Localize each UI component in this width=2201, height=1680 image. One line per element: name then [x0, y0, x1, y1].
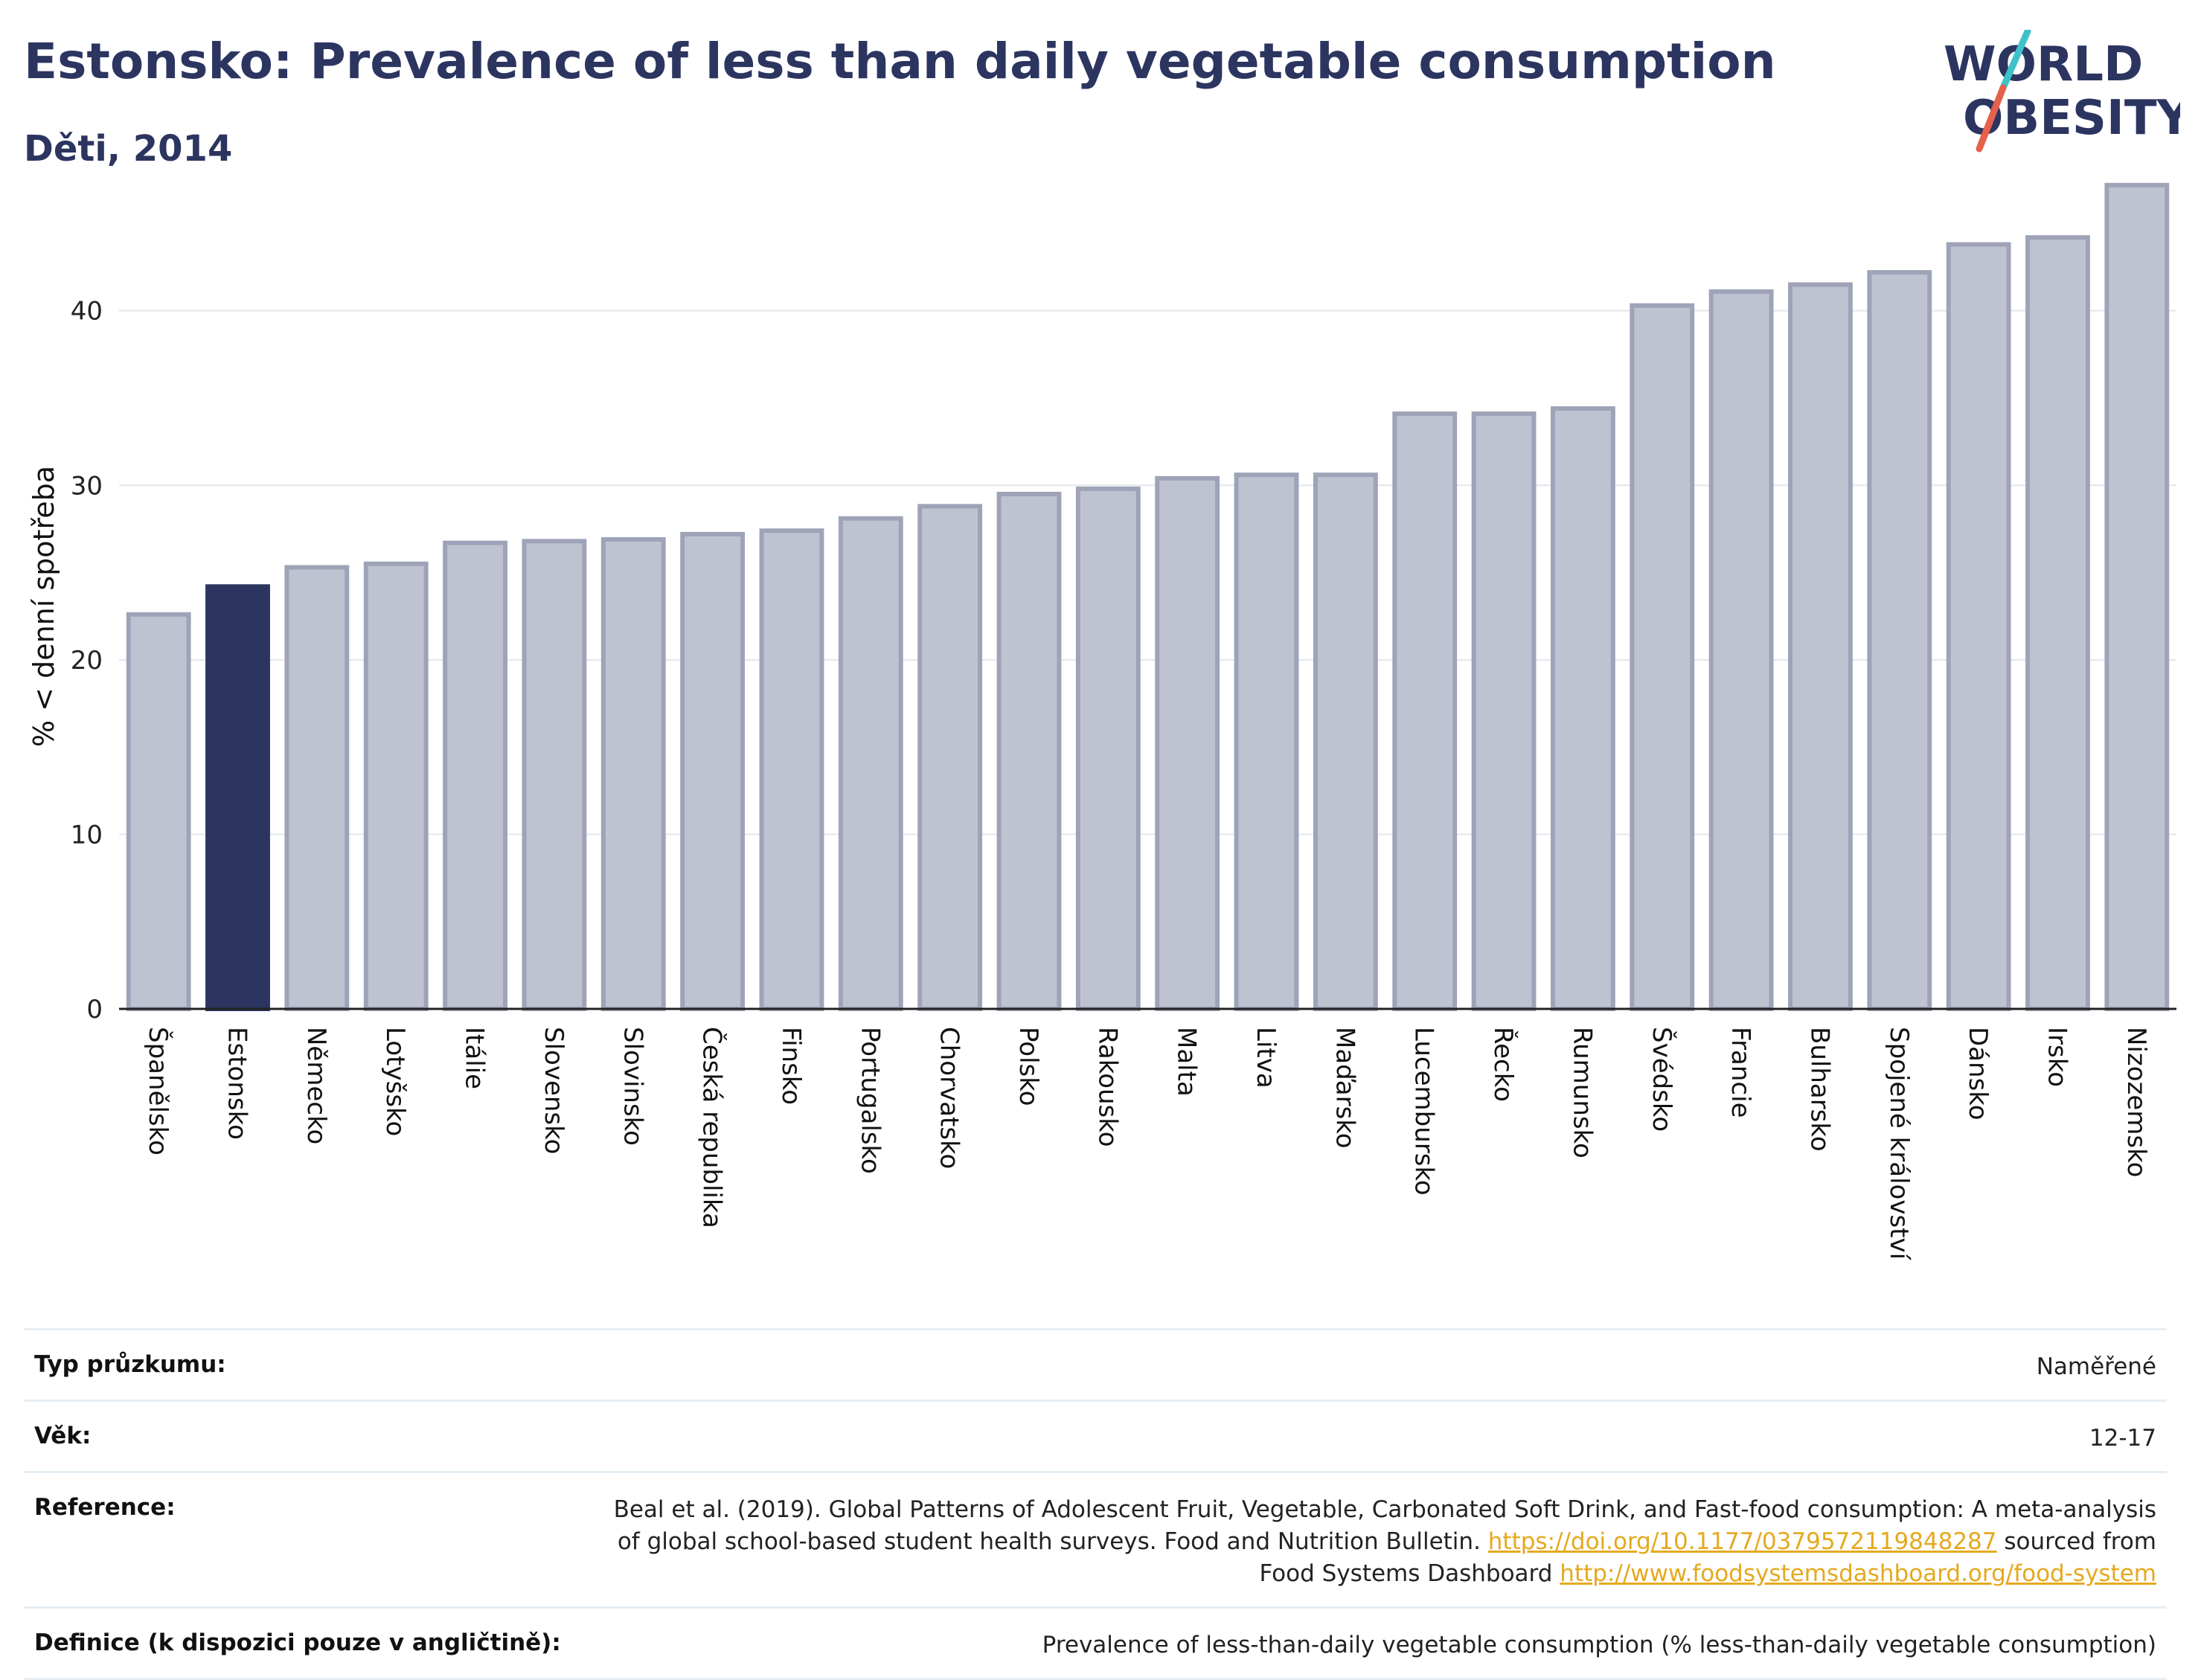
logo-slash-bottom: [1976, 84, 2007, 153]
bar-rakousko[interactable]: [1075, 486, 1141, 1011]
y-tick-label: 30: [71, 471, 103, 501]
x-tick-label: Bulharsko: [1804, 1027, 1834, 1152]
x-tick-label: Rumunsko: [1567, 1027, 1597, 1158]
x-tick-label: Dánsko: [1963, 1027, 1993, 1120]
bar-lotyšsko[interactable]: [363, 561, 429, 1011]
chart-title: Estonsko: Prevalence of less than daily …: [24, 33, 1776, 90]
x-tick-label: Lotyšsko: [380, 1027, 410, 1136]
x-tick-label: Spojené království: [1884, 1027, 1914, 1261]
x-tick-label: Malta: [1172, 1027, 1202, 1097]
y-tick-label: 40: [71, 297, 103, 327]
x-tick-label: Slovensko: [539, 1027, 568, 1154]
meta-row-survey-type: Typ průzkumu: Naměřené: [24, 1328, 2167, 1400]
x-tick-label: Chorvatsko: [935, 1027, 964, 1169]
x-tick-label: Rakousko: [1092, 1027, 1122, 1147]
meta-value: 12-17: [2089, 1425, 2156, 1452]
logo-slash-top: [1999, 30, 2031, 92]
meta-row-age: Věk: 12-17: [24, 1400, 2167, 1471]
x-tick-label: Švédsko: [1647, 1027, 1677, 1132]
bar-slovinsko[interactable]: [600, 536, 666, 1011]
x-tick-label: Finsko: [776, 1027, 806, 1105]
reference-text-3: Food Systems Dashboard: [1259, 1560, 1553, 1587]
bar-irsko[interactable]: [2025, 235, 2090, 1011]
y-axis-label: % < denní spotřeba: [28, 466, 60, 747]
x-tick-label: Lucembursko: [1409, 1027, 1439, 1196]
meta-key: Reference:: [34, 1494, 176, 1521]
bar-finsko[interactable]: [759, 528, 824, 1011]
logo-line1: WORLD: [1944, 37, 2143, 92]
meta-value: Prevalence of less-than-daily vegetable …: [1042, 1632, 2156, 1658]
meta-key: Typ průzkumu:: [34, 1351, 226, 1378]
bar-řecko[interactable]: [1471, 411, 1537, 1011]
bar-dánsko[interactable]: [1946, 242, 2011, 1011]
doi-link[interactable]: https://doi.org/10.1177/0379572119848287: [1487, 1528, 1997, 1555]
x-tick-label: Řecko: [1488, 1027, 1519, 1102]
bar-česká-republika[interactable]: [680, 531, 746, 1011]
reference-text-2: of global school-based student health su…: [617, 1528, 1481, 1555]
meta-value: Naměřené: [2036, 1353, 2156, 1380]
bar-rumunsko[interactable]: [1550, 406, 1615, 1011]
bar-maďarsko[interactable]: [1313, 472, 1378, 1011]
bar-litva[interactable]: [1234, 472, 1299, 1011]
bar-lucembursko[interactable]: [1392, 411, 1458, 1011]
bar-itálie[interactable]: [443, 540, 507, 1011]
world-obesity-logo[interactable]: WORLD OBESITY: [1935, 30, 2180, 156]
bar-chorvatsko[interactable]: [917, 504, 983, 1011]
bar-estonsko[interactable]: [205, 584, 270, 1011]
x-tick-label: Litva: [1251, 1027, 1281, 1089]
bar-nizozemsko[interactable]: [2104, 182, 2170, 1011]
x-tick-label: Česká republika: [697, 1027, 728, 1228]
bar-slovensko[interactable]: [522, 539, 587, 1011]
reference-text-1: Beal et al. (2019). Global Patterns of A…: [613, 1496, 2156, 1523]
bar-portugalsko[interactable]: [838, 516, 903, 1011]
y-tick-label: 10: [71, 820, 103, 850]
x-tick-label: Španělsko: [143, 1027, 173, 1155]
x-tick-label: Itálie: [460, 1027, 490, 1089]
x-tick-label: Nizozemsko: [2121, 1027, 2151, 1177]
bar-bulharsko[interactable]: [1788, 282, 1853, 1011]
meta-row-definition: Definice (k dispozici pouze v angličtině…: [24, 1606, 2167, 1680]
x-tick-label: Irsko: [2042, 1027, 2072, 1087]
bar-německo[interactable]: [284, 565, 350, 1011]
bar-polsko[interactable]: [996, 491, 1062, 1011]
x-tick-label: Portugalsko: [855, 1027, 885, 1174]
dashboard-link[interactable]: http://www.foodsystemsdashboard.org/food…: [1560, 1560, 2156, 1587]
y-tick-label: 20: [71, 646, 103, 676]
x-tick-label: Maďarsko: [1330, 1027, 1359, 1149]
reference-text-2b: sourced from: [2004, 1528, 2156, 1555]
chart-subtitle: Děti, 2014: [24, 128, 233, 170]
y-tick-label: 0: [86, 995, 103, 1025]
bars: [126, 182, 2170, 1012]
meta-key: Věk:: [34, 1423, 92, 1449]
bar-chart: 0 10 20 30 40 Španělsko Estonsko Německo Lotyšsk…: [28, 182, 2176, 1261]
x-tick-label: Francie: [1726, 1027, 1755, 1118]
bar-švédsko[interactable]: [1630, 303, 1695, 1012]
meta-row-reference: Reference: Beal et al. (2019). Global Pa…: [24, 1471, 2167, 1606]
x-tick-label: Německo: [301, 1027, 331, 1144]
x-tick-label: Polsko: [1013, 1027, 1043, 1106]
bar-francie[interactable]: [1708, 289, 1774, 1011]
meta-key: Definice (k dispozici pouze v angličtině…: [34, 1629, 561, 1656]
bar-spojené-království[interactable]: [1867, 270, 1932, 1011]
bar-španělsko[interactable]: [126, 612, 191, 1011]
meta-value-reference: Beal et al. (2019). Global Patterns of A…: [614, 1494, 2156, 1590]
metadata-table: Typ průzkumu: Naměřené Věk: 12-17 Refere…: [24, 1328, 2167, 1680]
x-tick-label: Estonsko: [222, 1027, 252, 1140]
axes: 0 10 20 30 40 Španělsko Estonsko Německo Lotyšsk…: [71, 297, 2176, 1261]
x-tick-label: Slovinsko: [618, 1027, 647, 1146]
bar-malta[interactable]: [1155, 475, 1220, 1011]
